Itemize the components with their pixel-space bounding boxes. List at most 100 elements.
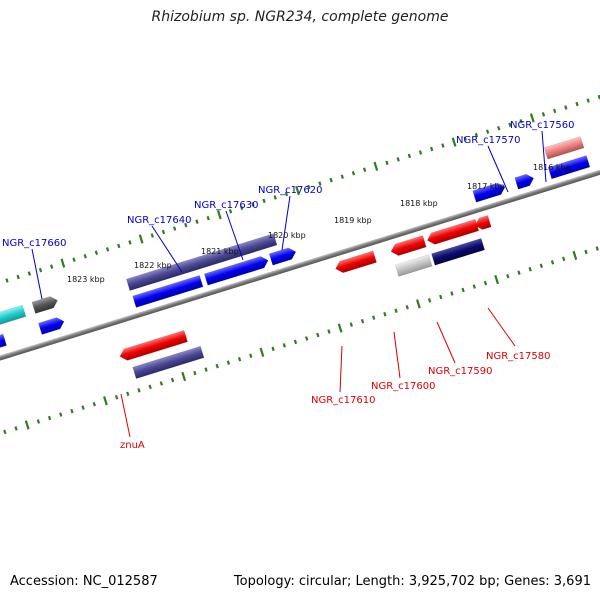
lower-tick — [494, 275, 500, 285]
gene-label-ngr-c17590[interactable]: NGR_c17590 — [428, 366, 493, 377]
upper-tick — [60, 258, 66, 268]
map-title: Rhizobium sp. NGR234, complete genome — [151, 9, 449, 25]
upper-tick — [161, 229, 166, 235]
lower-tick — [204, 367, 208, 372]
gene-feature[interactable] — [389, 235, 427, 258]
upper-tick — [441, 143, 445, 148]
lower-tick — [427, 298, 432, 303]
gene-label-ngr-c17630[interactable]: NGR_c17630 — [194, 200, 259, 211]
lower-tick — [137, 388, 141, 393]
lower-tick — [24, 420, 30, 430]
upper-tick — [519, 119, 523, 124]
leader-line — [541, 130, 547, 183]
gene-label-ngr-c17570[interactable]: NGR_c17570 — [456, 135, 521, 146]
upper-tick — [240, 205, 244, 211]
coordinate-label: 1823 kbp — [67, 275, 105, 284]
lower-tick — [103, 396, 108, 406]
gene-feature[interactable] — [132, 345, 205, 379]
gene-feature[interactable] — [472, 181, 507, 203]
coordinate-label: 1820 kbp — [268, 231, 306, 240]
coordinate-label: 1817 kbp — [467, 182, 505, 191]
gene-feature[interactable] — [0, 333, 7, 354]
lower-tick — [439, 294, 443, 300]
upper-tick — [273, 195, 277, 200]
gene-label-ngr-c17610[interactable]: NGR_c17610 — [311, 395, 376, 406]
lower-tick — [226, 360, 231, 365]
gene-feature[interactable] — [0, 304, 27, 325]
upper-tick — [184, 222, 188, 228]
coordinate-label: 1818 kbp — [400, 199, 438, 208]
lower-tick — [337, 323, 343, 333]
upper-tick — [295, 185, 300, 196]
upper-tick — [50, 264, 54, 269]
genome-axis — [0, 94, 600, 435]
upper-tick — [206, 215, 210, 221]
upper-tick — [385, 160, 389, 166]
lower-tick — [349, 322, 353, 327]
upper-tick — [83, 254, 87, 259]
upper-tick — [463, 136, 467, 141]
lower-tick — [47, 415, 52, 421]
leader-line — [487, 145, 509, 193]
gene-label-ngr-c17620[interactable]: NGR_c17620 — [258, 185, 323, 196]
lower-tick — [539, 263, 543, 269]
gene-feature[interactable] — [334, 250, 377, 275]
lower-tick — [259, 347, 265, 357]
gene-feature[interactable] — [514, 172, 536, 190]
gene-label-ngr-c17580[interactable]: NGR_c17580 — [486, 351, 551, 362]
gene-feature[interactable] — [268, 246, 297, 266]
lower-tick — [595, 246, 599, 251]
upper-tick — [362, 167, 367, 172]
gene-label-ngr-c17660[interactable]: NGR_c17660 — [2, 238, 67, 249]
gene-feature[interactable] — [543, 136, 585, 160]
lower-tick — [81, 405, 85, 410]
upper-tick — [351, 170, 356, 176]
upper-tick — [138, 234, 144, 244]
lower-tick — [114, 395, 119, 400]
leader-line — [339, 345, 343, 393]
leader-line — [393, 331, 401, 379]
gene-label-znua[interactable]: znuA — [120, 440, 145, 451]
lower-tick — [572, 250, 578, 261]
upper-tick — [5, 278, 9, 283]
lower-tick — [584, 249, 588, 255]
gene-feature[interactable] — [118, 330, 188, 362]
gene-feature[interactable] — [547, 155, 591, 180]
leader-line — [487, 307, 516, 347]
upper-tick — [564, 105, 568, 110]
lower-tick — [249, 353, 253, 358]
gene-label-ngr-c17640[interactable]: NGR_c17640 — [127, 215, 192, 226]
accession-text: Accession: NC_012587 — [10, 574, 158, 589]
lower-tick — [293, 339, 298, 345]
gene-feature[interactable] — [426, 218, 480, 246]
lower-tick — [372, 315, 376, 320]
upper-tick — [418, 150, 423, 155]
lower-tick — [3, 429, 7, 435]
leader-line — [436, 321, 456, 364]
lower-tick — [506, 273, 510, 279]
upper-tick — [597, 94, 600, 100]
upper-tick — [529, 113, 535, 123]
lower-tick — [181, 371, 187, 382]
gene-feature[interactable] — [38, 316, 65, 335]
lower-tick — [461, 287, 465, 293]
upper-tick — [172, 226, 177, 231]
lower-tick — [517, 270, 521, 275]
gene-feature[interactable] — [203, 255, 270, 286]
gene-label-ngr-c17600[interactable]: NGR_c17600 — [371, 381, 436, 392]
lower-tick — [327, 329, 331, 334]
gene-feature[interactable] — [31, 295, 59, 314]
lower-tick — [148, 384, 152, 390]
lower-tick — [528, 267, 532, 272]
lower-tick — [562, 256, 566, 262]
gene-feature[interactable] — [246, 233, 278, 254]
lower-tick — [126, 391, 130, 397]
lower-tick — [92, 401, 96, 407]
lower-tick — [360, 318, 365, 324]
lower-tick — [550, 260, 555, 265]
gene-feature[interactable] — [394, 254, 433, 277]
upper-tick — [474, 132, 479, 138]
gene-feature[interactable] — [132, 275, 204, 308]
gene-label-ngr-c17560[interactable]: NGR_c17560 — [510, 120, 575, 131]
gene-feature[interactable] — [431, 238, 486, 266]
